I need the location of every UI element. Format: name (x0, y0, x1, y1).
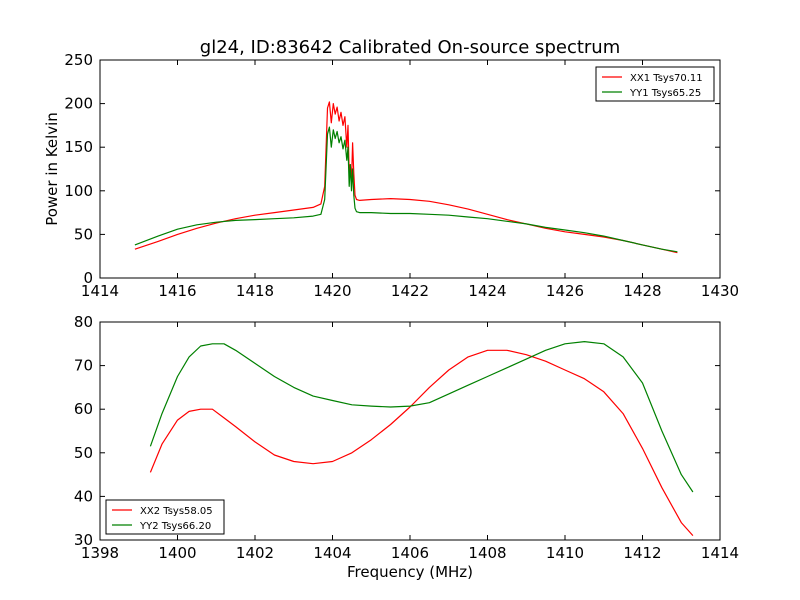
y-tick-label: 80 (74, 313, 93, 331)
x-axis-label: Frequency (MHz) (347, 563, 473, 581)
y-tick-label: 70 (74, 357, 93, 375)
y-tick-label: 250 (64, 51, 93, 69)
legend-box (105, 499, 225, 535)
x-tick-label: 1414 (81, 282, 119, 300)
legend-label: YY1 Tsys65.25 (629, 88, 701, 99)
y-tick-label: 60 (74, 400, 93, 418)
legend-label: YY2 Tsys66.20 (139, 521, 211, 532)
series-line-1-2 (134, 126, 678, 253)
x-tick-label: 1428 (623, 282, 661, 300)
top-panel: 1414 1416 1418 1420 1422 1424 1426 1428 1430 0 50 1… (64, 51, 739, 300)
x-tick-label: 1420 (313, 282, 351, 300)
y-tick-label: 40 (74, 487, 93, 505)
legend-box (595, 66, 715, 102)
y-tick-label: 200 (64, 95, 93, 113)
x-tick-label: 1400 (158, 544, 196, 562)
x-tick-label: 1430 (701, 282, 739, 300)
x-tick-label: 1408 (468, 544, 506, 562)
legend: XX2 Tsys58.05 YY2 Tsys66.20 (105, 499, 225, 535)
series-line-1-1 (134, 101, 678, 254)
x-tick-label: 1398 (81, 544, 119, 562)
legend: XX1 Tsys70.11 YY1 Tsys65.25 (595, 66, 715, 102)
y-tick-label: 50 (74, 225, 93, 243)
x-tick-label: 1424 (468, 282, 506, 300)
y-tick-label: 50 (74, 444, 93, 462)
series-line-2-2 (149, 341, 694, 493)
x-tick-label: 1412 (623, 544, 661, 562)
x-tick-label: 1414 (701, 544, 739, 562)
y-tick-label: 100 (64, 182, 93, 200)
x-tick-label: 1416 (158, 282, 196, 300)
x-tick-label: 1422 (391, 282, 429, 300)
x-tick-label: 1426 (546, 282, 584, 300)
y-tick-label: 30 (74, 531, 93, 549)
x-tick-label: 1410 (546, 544, 584, 562)
x-tick-label: 1404 (313, 544, 351, 562)
y-axis-label: Power in Kelvin (43, 112, 61, 226)
bottom-panel: 1398 1400 1402 1404 1406 1408 1410 1412 1414 30 40… (74, 313, 739, 562)
series-line-2-1 (149, 349, 694, 536)
x-tick-label: 1402 (236, 544, 274, 562)
y-tick-label: 0 (83, 269, 93, 287)
x-tick-label: 1418 (236, 282, 274, 300)
y-tick-label: 150 (64, 138, 93, 156)
legend-label: XX2 Tsys58.05 (140, 506, 213, 517)
x-tick-label: 1406 (391, 544, 429, 562)
legend-label: XX1 Tsys70.11 (630, 73, 703, 84)
figure-title: gl24, ID:83642 Calibrated On-source spec… (200, 37, 620, 58)
